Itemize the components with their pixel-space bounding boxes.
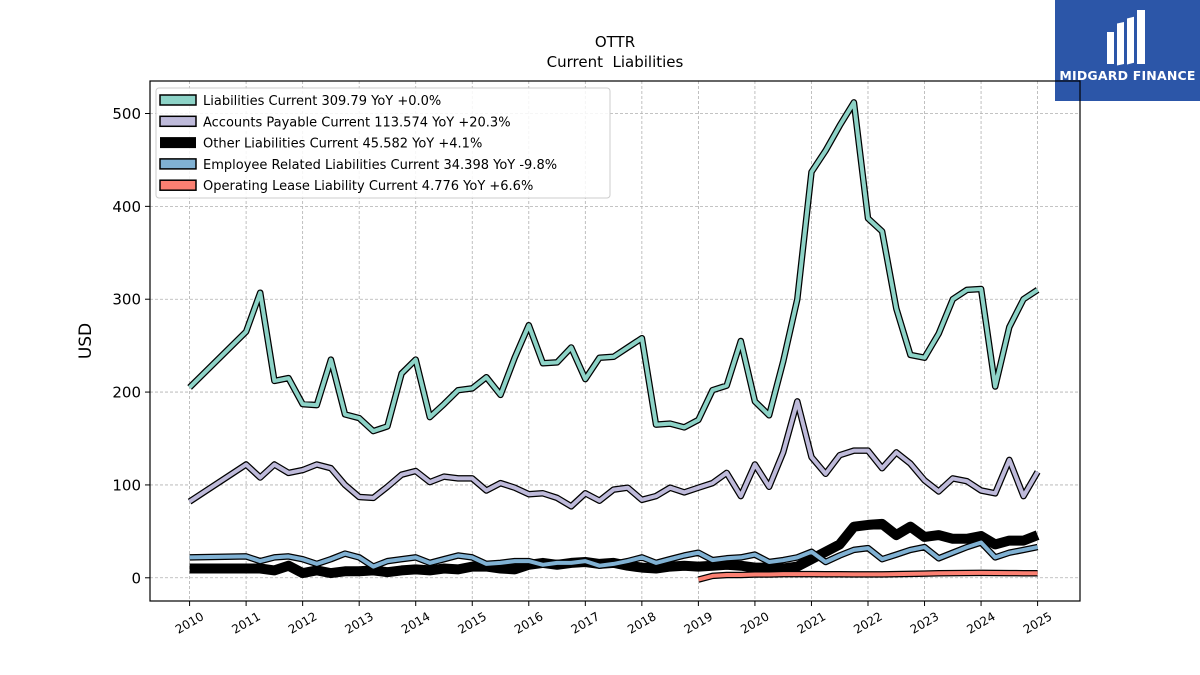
x-tick-label: 2018 bbox=[625, 609, 658, 636]
series-line bbox=[188, 100, 1039, 434]
x-tick-label: 2011 bbox=[229, 609, 262, 636]
x-tick-label: 2025 bbox=[1021, 609, 1054, 636]
legend-swatch bbox=[159, 115, 197, 128]
y-tick-label: 0 bbox=[131, 569, 141, 587]
x-tick-label: 2010 bbox=[173, 609, 206, 636]
y-tick-label: 300 bbox=[112, 291, 141, 309]
series-line bbox=[697, 570, 1038, 582]
x-tick-label: 2012 bbox=[286, 609, 319, 636]
x-tick-label: 2015 bbox=[456, 609, 489, 636]
x-tick-label: 2016 bbox=[512, 609, 545, 636]
legend-label: Other Liabilities Current 45.582 YoY +4.… bbox=[203, 137, 482, 152]
x-tick-label: 2013 bbox=[342, 609, 375, 636]
plot-area-frame bbox=[149, 80, 1081, 602]
series-line bbox=[189, 540, 1038, 569]
x-tick-label: 2021 bbox=[795, 609, 828, 636]
x-tick-label: 2022 bbox=[851, 609, 884, 636]
y-tick-label: 400 bbox=[112, 198, 141, 216]
series-lines bbox=[187, 99, 1041, 583]
y-axis-label: USD bbox=[76, 323, 96, 359]
legend-swatch bbox=[160, 137, 196, 149]
legend-swatch bbox=[159, 179, 197, 191]
legend-label: Employee Related Liabilities Current 34.… bbox=[203, 158, 557, 173]
legend-label: Accounts Payable Current 113.574 YoY +20… bbox=[203, 115, 511, 130]
chart-title: OTTR bbox=[595, 33, 635, 51]
legend: Liabilities Current 309.79 YoY +0.0% Acco… bbox=[155, 87, 611, 199]
chart-subtitle: Current Liabilities bbox=[547, 53, 684, 71]
brand-name: MIDGARD FINANCE bbox=[1059, 68, 1196, 83]
y-tick-label: 500 bbox=[112, 105, 141, 123]
brand-logo: MIDGARD FINANCE bbox=[1055, 0, 1200, 101]
x-tick-label: 2023 bbox=[908, 609, 941, 636]
midgard-logo-icon bbox=[1107, 10, 1145, 66]
x-tick-label: 2014 bbox=[399, 609, 432, 636]
y-tick-label: 100 bbox=[112, 476, 141, 494]
legend-swatch bbox=[159, 158, 197, 170]
x-tick-label: 2017 bbox=[569, 609, 602, 636]
legend-box bbox=[155, 87, 611, 199]
series-line bbox=[188, 399, 1040, 509]
x-tick-label: 2020 bbox=[738, 609, 771, 636]
y-tick-label: 200 bbox=[112, 384, 141, 402]
x-tick-label: 2019 bbox=[682, 609, 715, 636]
legend-label: Operating Lease Liability Current 4.776 … bbox=[203, 179, 533, 194]
legend-label: Liabilities Current 309.79 YoY +0.0% bbox=[203, 94, 441, 109]
x-tick-label: 2024 bbox=[964, 609, 997, 636]
series-line bbox=[189, 518, 1040, 579]
legend-swatch bbox=[159, 94, 197, 106]
